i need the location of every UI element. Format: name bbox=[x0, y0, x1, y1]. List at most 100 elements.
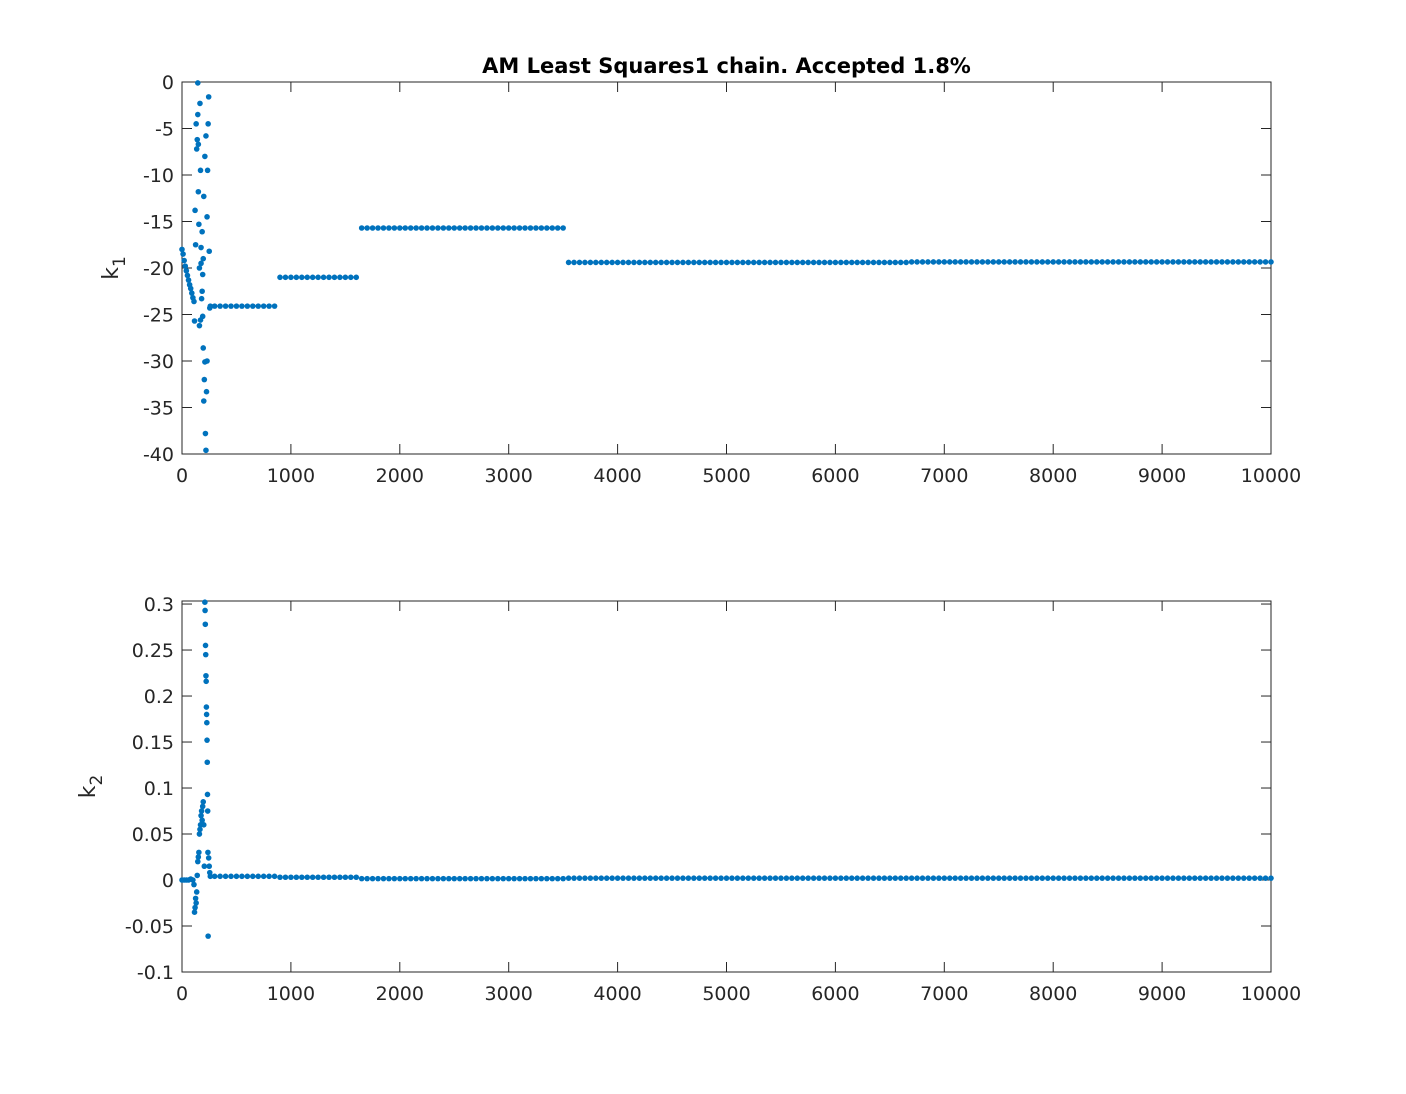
point bbox=[1142, 875, 1149, 881]
point bbox=[936, 259, 942, 265]
y-tick-label: 0.1 bbox=[144, 778, 174, 800]
point bbox=[413, 875, 419, 882]
point bbox=[505, 225, 512, 231]
point bbox=[473, 225, 479, 231]
point bbox=[429, 225, 436, 231]
point bbox=[1164, 875, 1171, 881]
point bbox=[202, 599, 208, 605]
point bbox=[1055, 259, 1062, 265]
point bbox=[1072, 875, 1078, 881]
point bbox=[194, 80, 201, 86]
point bbox=[647, 875, 654, 881]
point bbox=[239, 303, 245, 309]
point bbox=[1066, 875, 1073, 881]
point bbox=[1034, 875, 1040, 881]
point bbox=[1088, 259, 1095, 265]
point bbox=[495, 225, 501, 231]
point bbox=[489, 225, 496, 231]
point bbox=[203, 133, 209, 139]
point bbox=[228, 873, 234, 880]
point bbox=[309, 874, 316, 881]
point bbox=[631, 875, 637, 881]
y-tick-label: 0.25 bbox=[132, 640, 174, 662]
point bbox=[816, 875, 822, 881]
point bbox=[963, 259, 969, 265]
point bbox=[205, 849, 211, 856]
point bbox=[206, 863, 213, 870]
point bbox=[500, 225, 507, 231]
point bbox=[576, 875, 583, 881]
point bbox=[260, 303, 267, 309]
point bbox=[761, 875, 768, 881]
point bbox=[193, 146, 200, 152]
point bbox=[729, 259, 735, 266]
point bbox=[203, 704, 210, 710]
point bbox=[397, 225, 403, 231]
y-label-sub: 1 bbox=[110, 256, 130, 267]
point bbox=[184, 272, 191, 279]
point bbox=[1132, 259, 1138, 265]
point bbox=[201, 863, 208, 870]
point bbox=[881, 259, 888, 266]
point bbox=[859, 875, 866, 881]
point bbox=[1006, 259, 1013, 265]
point bbox=[342, 274, 349, 281]
x-tick-label: 3000 bbox=[485, 465, 533, 487]
point bbox=[180, 251, 186, 257]
point bbox=[202, 621, 209, 628]
point bbox=[391, 225, 398, 231]
point bbox=[195, 141, 202, 148]
point bbox=[1208, 259, 1214, 265]
point bbox=[315, 874, 321, 881]
point bbox=[745, 259, 752, 266]
point bbox=[200, 193, 207, 200]
point bbox=[990, 875, 997, 881]
point bbox=[484, 225, 490, 231]
point bbox=[195, 854, 202, 860]
point bbox=[205, 94, 212, 100]
point bbox=[347, 874, 354, 881]
point bbox=[963, 875, 969, 881]
point bbox=[191, 298, 197, 305]
point bbox=[202, 153, 208, 160]
point bbox=[1121, 875, 1127, 881]
point bbox=[642, 259, 648, 266]
point bbox=[832, 259, 839, 266]
point bbox=[435, 875, 441, 882]
point bbox=[192, 241, 199, 248]
point bbox=[718, 259, 724, 266]
point bbox=[761, 259, 768, 266]
point bbox=[625, 875, 632, 881]
point bbox=[249, 873, 256, 880]
y-tick-label: 0.15 bbox=[132, 732, 174, 754]
point bbox=[195, 188, 202, 195]
point bbox=[489, 875, 496, 882]
point bbox=[1093, 259, 1100, 265]
point bbox=[740, 875, 746, 881]
point bbox=[298, 274, 305, 281]
point bbox=[794, 259, 801, 266]
point bbox=[985, 259, 991, 265]
point bbox=[196, 831, 203, 837]
point bbox=[1028, 259, 1035, 265]
point bbox=[189, 290, 195, 296]
point bbox=[358, 875, 365, 882]
x-tick-label: 7000 bbox=[920, 983, 968, 1005]
point bbox=[380, 225, 387, 231]
point bbox=[413, 225, 419, 231]
point bbox=[838, 875, 844, 881]
point bbox=[203, 388, 210, 395]
x-tick-label: 1000 bbox=[267, 465, 315, 487]
point bbox=[614, 259, 621, 266]
point bbox=[353, 874, 360, 881]
point bbox=[865, 875, 871, 881]
x-tick-label: 6000 bbox=[811, 983, 859, 1005]
point bbox=[701, 875, 708, 881]
point bbox=[691, 875, 697, 881]
point bbox=[903, 875, 909, 881]
point bbox=[207, 873, 214, 880]
point bbox=[1191, 875, 1198, 881]
point bbox=[799, 875, 806, 881]
point bbox=[202, 651, 209, 658]
point bbox=[565, 875, 572, 881]
